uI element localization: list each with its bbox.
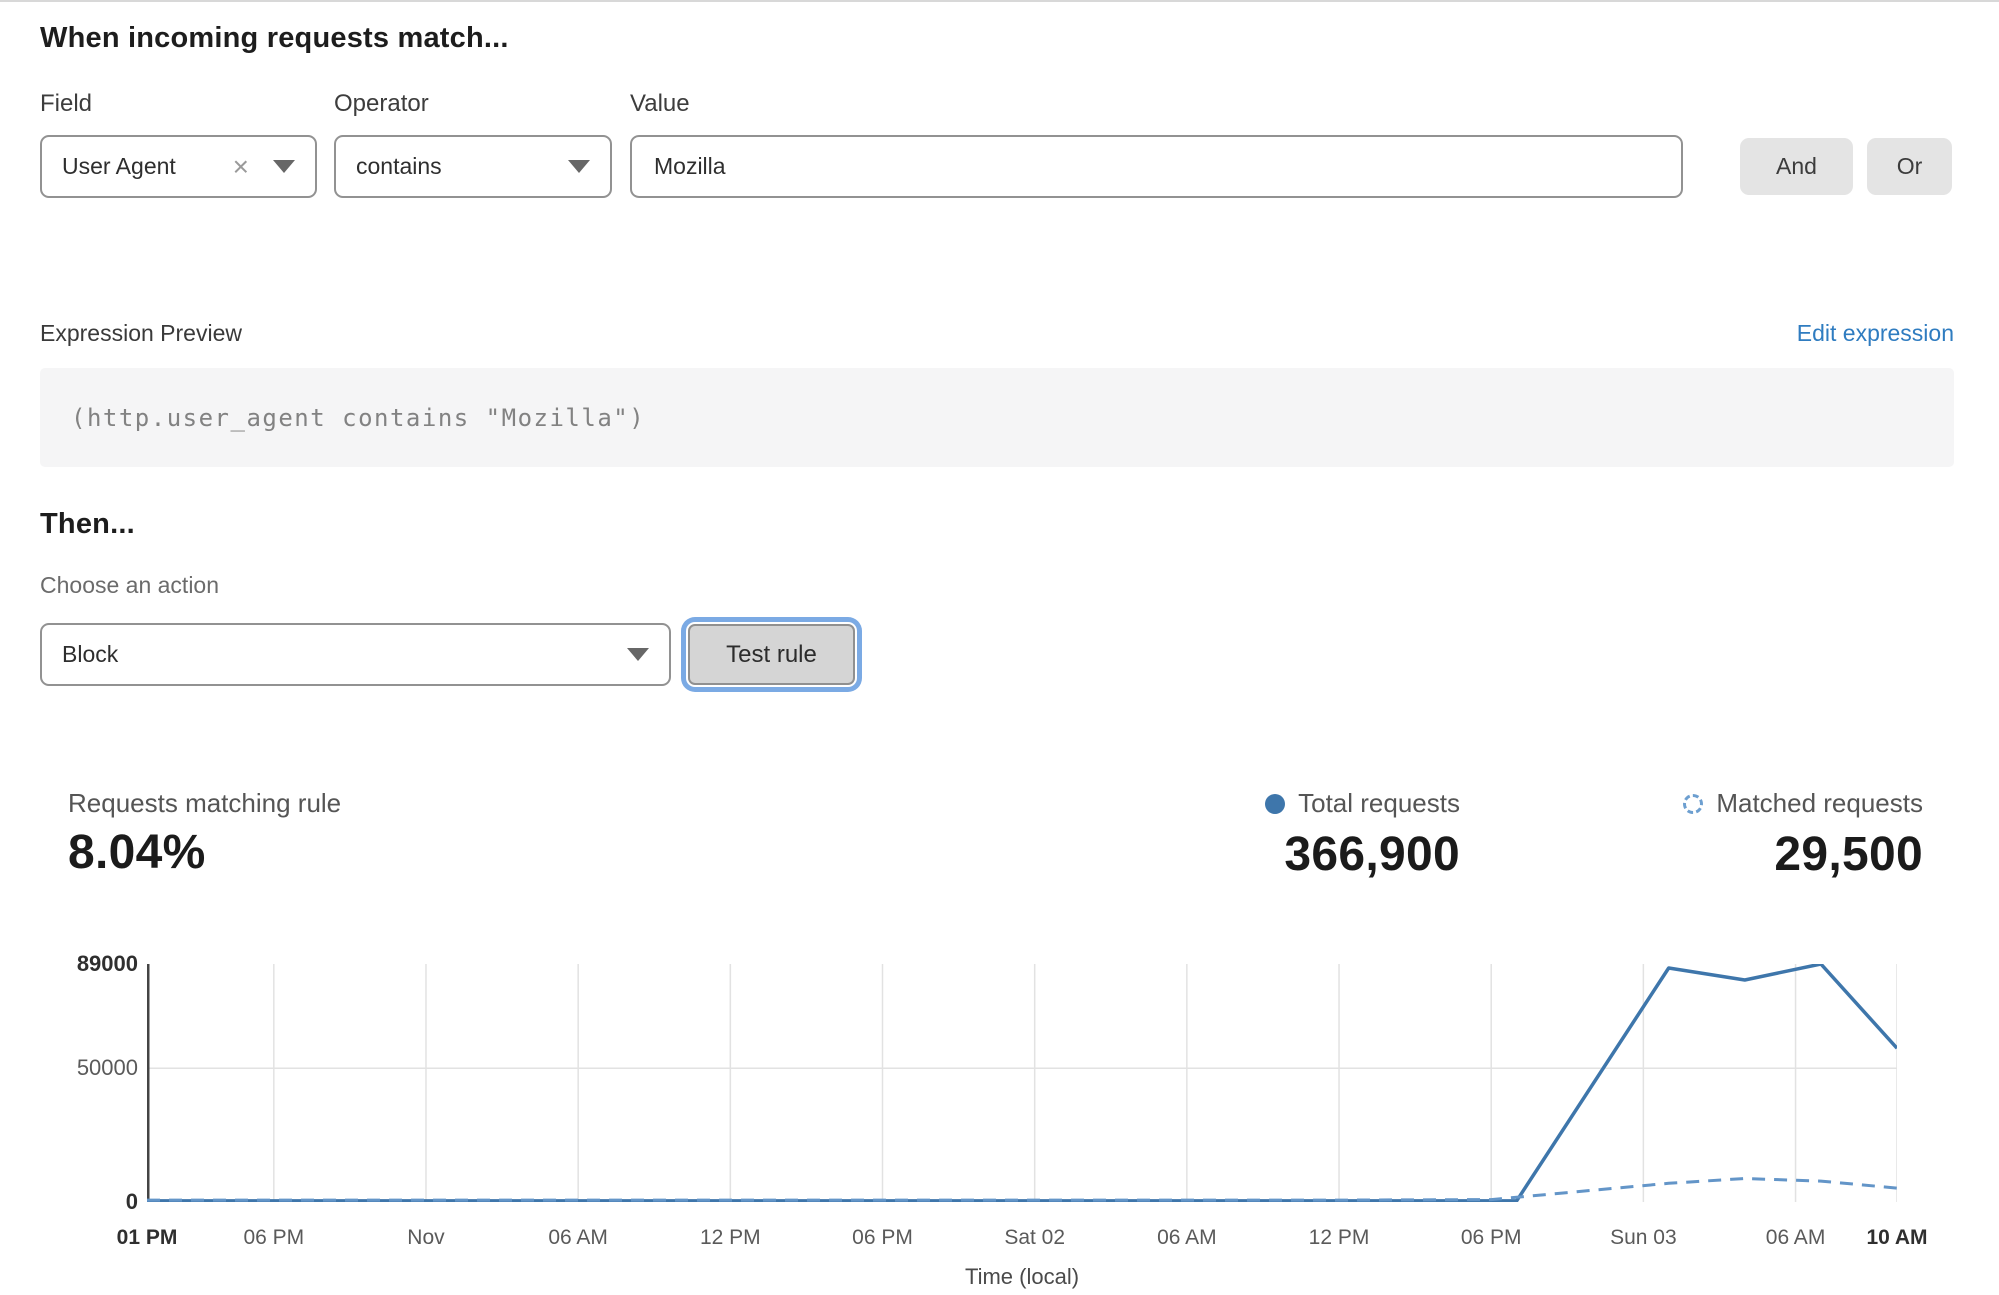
chart-x-axis-labels: 01 PM 06 PM Nov 06 AM 12 PM 06 PM Sat 02 06 AM 1… [117,1226,1928,1256]
page-title: When incoming requests match... [40,22,509,54]
x-axis-tick-label: Sun 03 [1610,1226,1677,1249]
operator-select[interactable]: contains [334,135,612,198]
x-axis-tick-label: 10 AM [1866,1226,1928,1249]
x-axis-tick-label: 01 PM [116,1226,178,1249]
matched-requests-value: 29,500 [1774,828,1923,881]
requests-matching-label: Requests matching rule [68,788,342,818]
field-select[interactable]: User Agent × [40,135,317,198]
or-button[interactable]: Or [1867,138,1952,195]
total-requests-stat: Total requests 366,900 [1265,788,1460,882]
total-requests-label: Total requests [1298,788,1460,818]
value-label: Value [630,90,690,117]
x-axis-tick-label: 06 AM [1765,1226,1826,1249]
y-axis-tick-label: 89000 [76,951,138,976]
chevron-down-icon[interactable] [273,160,295,173]
x-axis-tick-label: 06 PM [1460,1226,1522,1249]
action-select-value: Block [62,641,119,667]
chevron-down-icon[interactable] [568,160,590,173]
choose-action-label: Choose an action [40,572,220,598]
matched-requests-label: Matched requests [1716,788,1923,818]
chevron-down-icon[interactable] [627,648,649,661]
x-axis-tick-label: 06 AM [1157,1226,1217,1249]
matched-requests-legend-dashed-circle-icon [1683,793,1704,814]
value-input[interactable] [630,135,1683,198]
chart-y-axis-labels: 89000 50000 0 [0,951,138,1214]
y-axis-tick-label: 50000 [76,1055,138,1081]
then-heading: Then... [40,508,135,540]
clear-field-icon[interactable]: × [232,150,249,182]
x-axis-tick-label: 12 PM [699,1226,761,1249]
expression-code-block: (http.user_agent contains "Mozilla") [40,368,1954,467]
edit-expression-link[interactable]: Edit expression [1796,320,1954,346]
field-select-value: User Agent [62,153,176,179]
operator-label: Operator [334,90,429,117]
x-axis-tick-label: 06 AM [548,1226,608,1249]
expression-code: (http.user_agent contains "Mozilla") [71,403,646,432]
requests-matching-stat: Requests matching rule 8.04% [68,788,341,880]
requests-matching-value: 8.04% [68,826,206,879]
total-requests-legend-dot-icon [1265,793,1286,814]
y-axis-tick-label: 0 [125,1189,138,1214]
x-axis-tick-label: Sat 02 [1004,1226,1066,1249]
field-label: Field [40,90,93,117]
x-axis-tick-label: 06 PM [852,1226,913,1249]
x-axis-tick-label: 06 PM [243,1226,305,1249]
matched-requests-stat: Matched requests 29,500 [1683,788,1923,882]
and-button[interactable]: And [1740,138,1853,195]
chart-x-axis-title: Time (local) [964,1264,1080,1289]
requests-line-chart [147,964,1897,1202]
test-rule-button[interactable]: Test rule [688,624,855,685]
x-axis-tick-label: Nov [407,1226,445,1249]
x-axis-tick-label: 12 PM [1308,1226,1370,1249]
total-requests-value: 366,900 [1284,828,1460,881]
expression-preview-label: Expression Preview [40,320,242,346]
action-select[interactable]: Block [40,623,671,686]
operator-select-value: contains [356,153,442,179]
